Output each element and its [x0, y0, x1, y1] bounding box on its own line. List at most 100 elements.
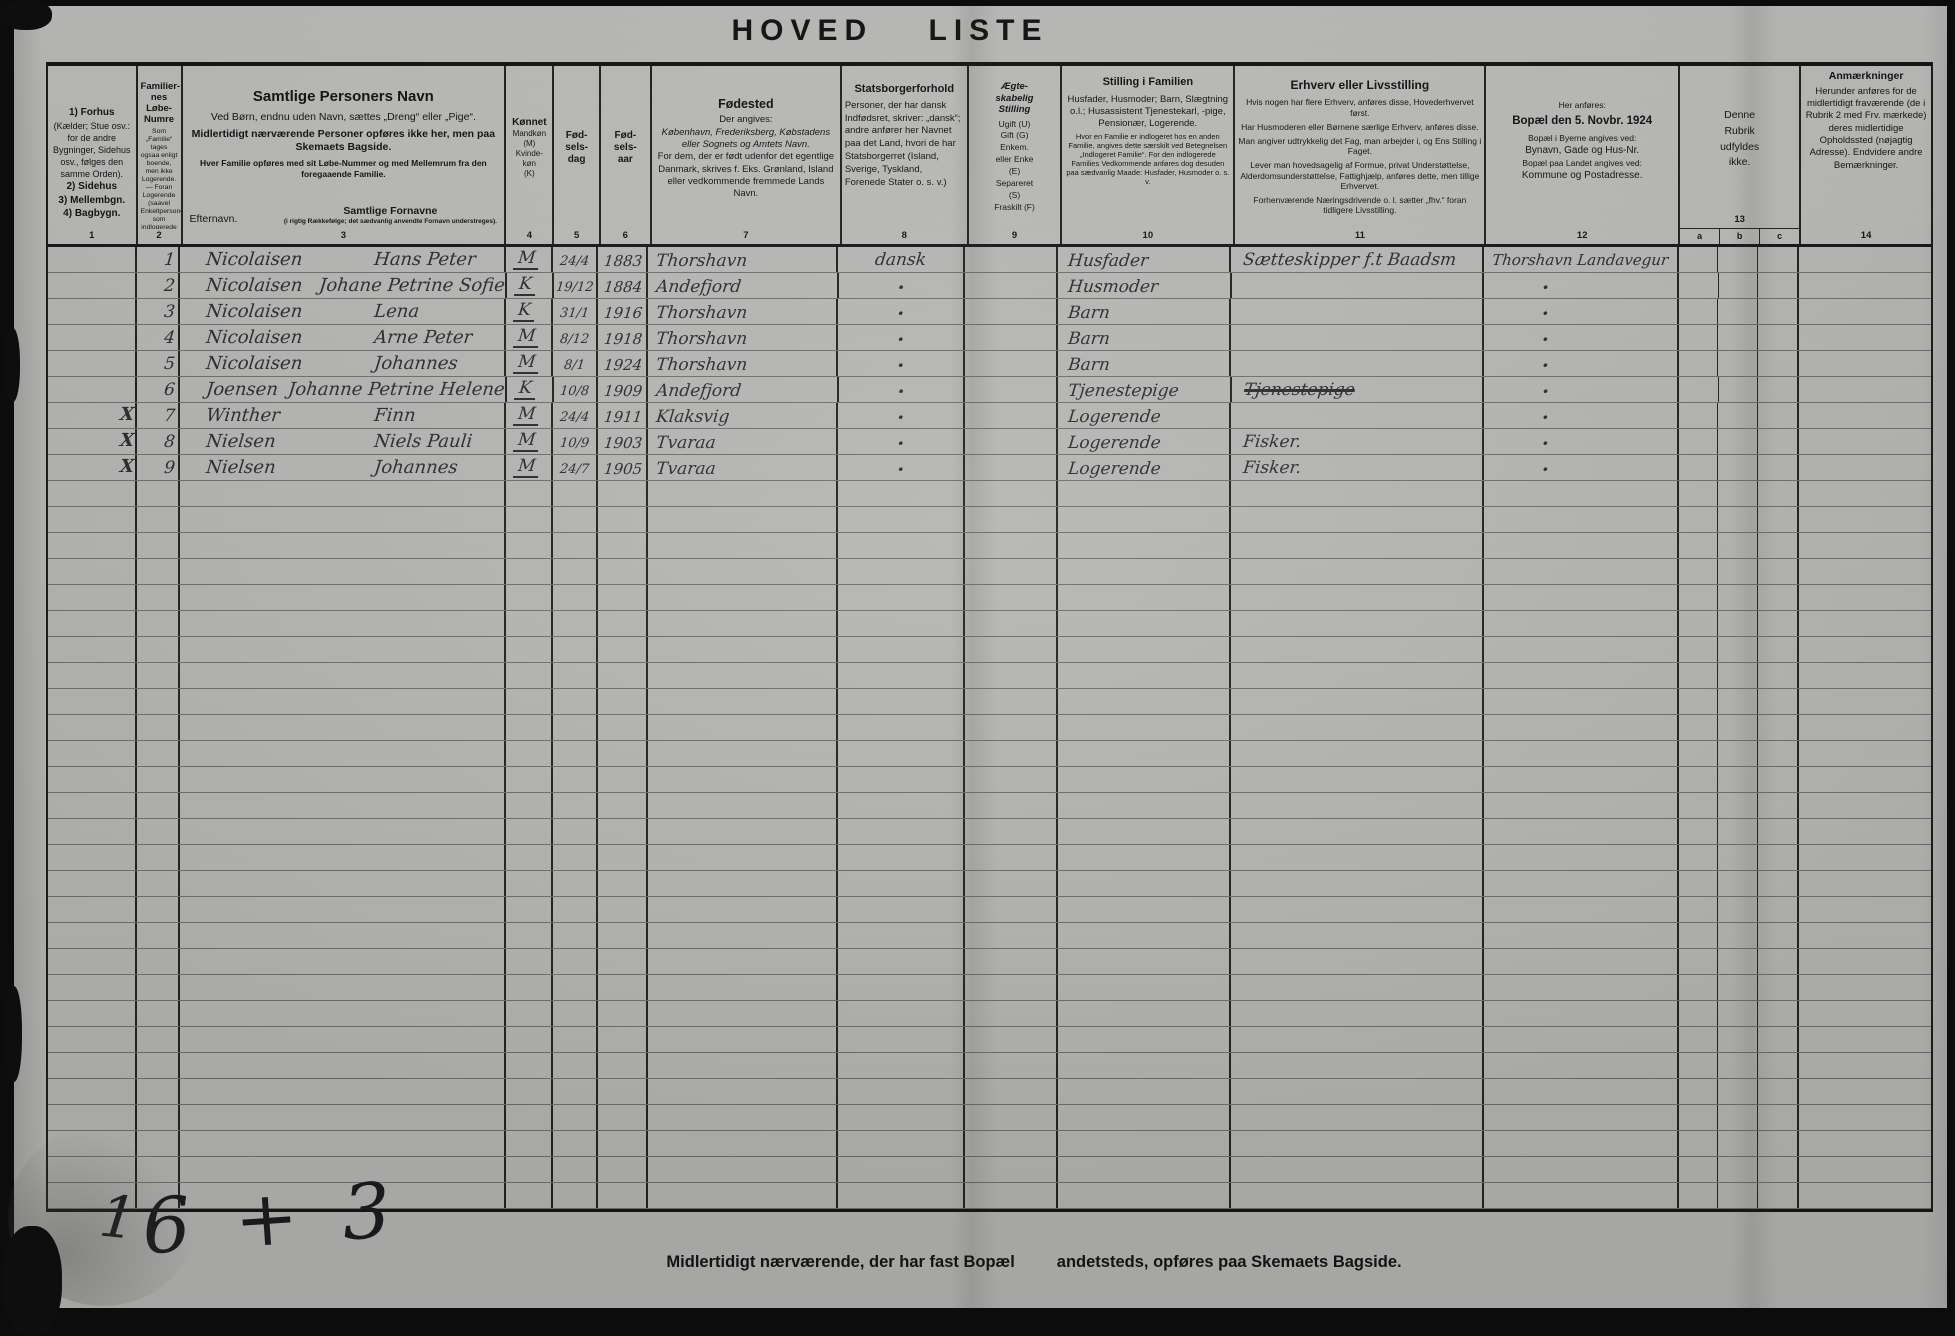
cell-c3	[180, 507, 507, 532]
cell-c12	[1484, 559, 1679, 584]
cell-c9	[965, 1027, 1058, 1052]
cell-c6: 1909	[598, 377, 649, 402]
row-number: 2	[163, 276, 176, 296]
cell-c13-sub	[1679, 1053, 1718, 1078]
cell-c1	[48, 949, 137, 974]
cell-c14	[1799, 403, 1931, 428]
cell-c10: Logerende	[1058, 429, 1232, 454]
cell-c8	[838, 1131, 966, 1156]
cell-c13	[1679, 1079, 1800, 1104]
cell-c1	[48, 1183, 137, 1208]
cell-c5: 8/1	[553, 351, 598, 376]
cell-c11	[1231, 871, 1484, 896]
table-row: X 8 Nielsen Niels Pauli M 10/9 1903 Tvaraa · Loge…	[48, 429, 1931, 455]
cell-c10: Barn	[1058, 351, 1232, 376]
cell-c7: Andefjord	[648, 273, 839, 298]
footer-note-left: Midlertidigt nærværende, der har fast Bo…	[666, 1253, 1015, 1271]
cell-c12	[1484, 1157, 1679, 1182]
col1-number: 1	[89, 230, 95, 241]
cell-c5	[553, 611, 598, 636]
cell-c8	[838, 1027, 966, 1052]
birth-day: 24/4	[558, 254, 590, 269]
col4-male-label: Mandkøn (M)	[512, 128, 547, 148]
cell-c12: ·	[1484, 455, 1679, 480]
cell-c1	[48, 1079, 137, 1104]
cell-c7	[648, 689, 839, 714]
cell-c3	[180, 533, 507, 558]
cell-c7	[648, 1027, 839, 1052]
cell-c2: 9	[137, 455, 180, 480]
family-position: Logerende	[1066, 433, 1162, 453]
cell-c7	[648, 1183, 839, 1208]
cell-c12: ·	[1484, 273, 1679, 298]
first-names: Johanne Petrine Helene	[287, 379, 506, 400]
col-header-koennet: Kønnet Mandkøn (M) Kvinde- køn (K) 4	[506, 66, 555, 244]
cell-c13-sub	[1757, 455, 1797, 480]
cell-c1: X	[48, 429, 137, 454]
col-header-loebenumre: Familier- nes Løbe- Numre Som „Familie“ …	[138, 66, 183, 244]
cell-c2: 4	[137, 325, 180, 350]
cell-c13-sub	[1757, 299, 1797, 324]
cell-c6	[598, 819, 648, 844]
cell-c13-sub	[1717, 819, 1757, 844]
birth-day: 8/12	[558, 332, 590, 347]
cell-c13-sub	[1679, 845, 1718, 870]
first-names: Hans Peter	[372, 249, 477, 270]
cell-c1	[48, 1105, 137, 1130]
cell-c13-sub	[1757, 637, 1797, 662]
table-header: 1) Forhus (Kælder; Stue osv.: for de and…	[46, 62, 1933, 247]
cell-c9	[965, 767, 1058, 792]
cell-c13-sub	[1757, 767, 1797, 792]
col12-note3: Bopæl paa Landet angives ved:	[1522, 157, 1642, 168]
cell-c2	[137, 611, 180, 636]
cell-c13-sub	[1757, 897, 1797, 922]
cell-c9	[965, 741, 1058, 766]
cell-c11: Fisker.	[1231, 455, 1484, 480]
cell-c11	[1231, 1157, 1484, 1182]
cell-c14	[1799, 741, 1931, 766]
cell-c4	[506, 1157, 553, 1182]
cell-c9	[965, 481, 1058, 506]
cell-c10: Husmoder	[1058, 273, 1232, 298]
cell-c13	[1679, 741, 1800, 766]
residence-ditto-mark: ·	[1541, 457, 1549, 481]
cell-c11	[1231, 819, 1484, 844]
cell-c7	[648, 975, 839, 1000]
cell-c11	[1231, 637, 1484, 662]
table-row-empty	[48, 1079, 1931, 1105]
cell-c1	[48, 481, 137, 506]
cell-c11	[1231, 1053, 1484, 1078]
col13-note: Denne Rubrik udfyldes ikke.	[1720, 109, 1760, 169]
cell-c5	[553, 1105, 598, 1130]
cell-c4: M	[506, 403, 553, 428]
cell-c5	[553, 1053, 598, 1078]
cell-c7	[648, 897, 839, 922]
cell-c5	[553, 897, 598, 922]
col-header-foedselsdag: Fød- sels- dag 5	[554, 66, 601, 244]
cell-c10: Barn	[1058, 299, 1232, 324]
cell-c13-sub	[1679, 715, 1718, 740]
cell-c12	[1484, 637, 1679, 662]
row-number: 3	[163, 302, 176, 322]
cell-c3: Joensen Johanne Petrine Helene	[180, 377, 507, 402]
cell-c8	[838, 611, 966, 636]
cell-c8	[838, 1105, 966, 1130]
cell-c2	[137, 559, 180, 584]
cell-c3	[180, 689, 507, 714]
cell-c7	[648, 871, 839, 896]
cell-c13-sub	[1679, 429, 1718, 454]
col12-note1: Bopæl i Byerne angives ved:	[1528, 132, 1637, 143]
cell-c13-sub	[1717, 325, 1757, 350]
cell-c9	[965, 897, 1058, 922]
cell-c13-sub	[1679, 585, 1718, 610]
cell-c3: Nicolaisen Johannes	[180, 351, 507, 376]
residence-ditto-mark: ·	[1542, 275, 1550, 299]
cell-c8	[838, 1079, 966, 1104]
cell-c13-sub	[1717, 1157, 1757, 1182]
cell-c4	[506, 1105, 553, 1130]
cell-c13-sub	[1717, 533, 1757, 558]
cell-c3	[180, 975, 507, 1000]
cell-c5	[553, 741, 598, 766]
cell-c1	[48, 975, 137, 1000]
col11-note2: Har Husmoderen eller Børnene særlige Erh…	[1241, 121, 1479, 132]
